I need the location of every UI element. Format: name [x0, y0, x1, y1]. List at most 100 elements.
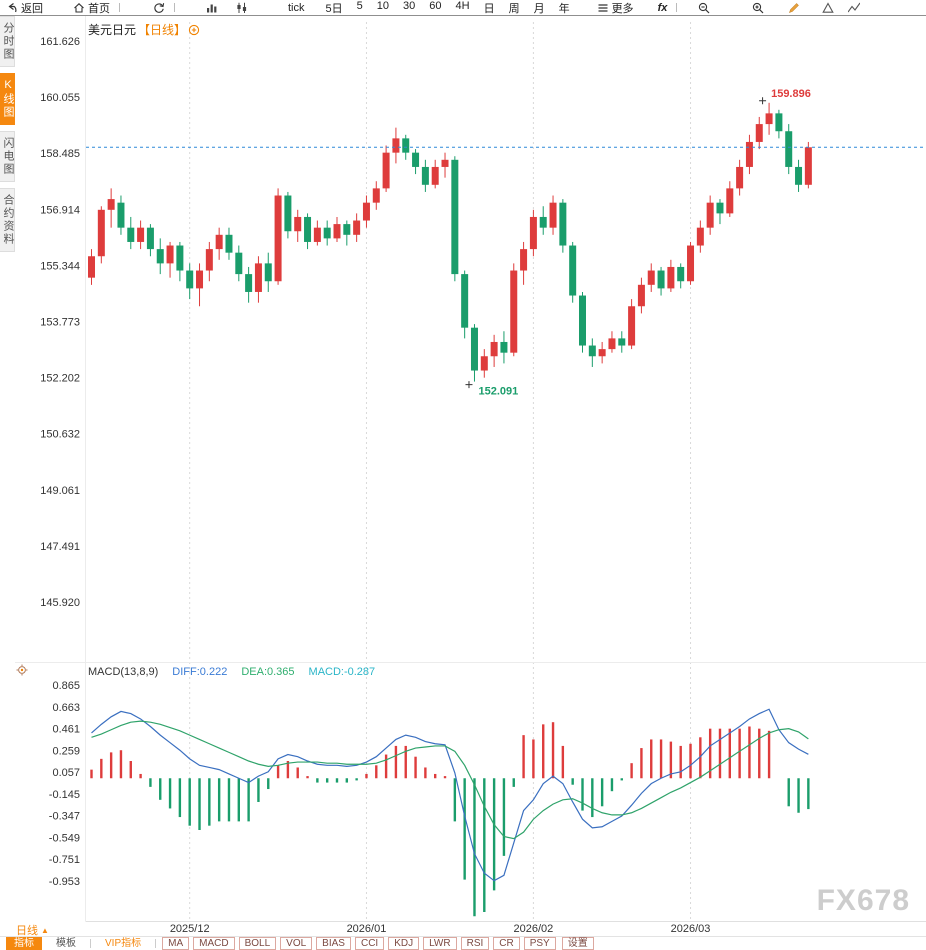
zoom-out-button[interactable]	[692, 0, 716, 15]
draw-button[interactable]	[782, 0, 806, 15]
toolbar-separator	[174, 3, 175, 12]
chart-header: 美元日元 【日线】	[88, 21, 200, 38]
bottom-separator	[155, 939, 157, 948]
candlestick-icon	[237, 2, 247, 13]
svg-text:-0.751: -0.751	[49, 854, 80, 866]
svg-text:145.920: 145.920	[40, 597, 80, 609]
toolbar: 返回 首页 tick 5日 5 10 30 60 4H 日周月年	[0, 0, 926, 16]
tab-vip-indicator[interactable]: VIP指标	[105, 938, 142, 949]
more-label: 更多	[611, 2, 634, 15]
indicator-tab[interactable]: LWR	[423, 937, 457, 950]
fx-button[interactable]: fx	[652, 0, 674, 15]
sidebar-item-kline[interactable]: K线图	[0, 73, 15, 125]
indicator-tab[interactable]: RSI	[460, 937, 490, 950]
hamburger-icon	[598, 3, 608, 12]
bottom-bar: 指标 模板 VIP指标 MA MACD BOLL VOL BIAS CCI KDJ LWR RS…	[0, 936, 926, 950]
timeframe-button[interactable]: 10	[376, 0, 389, 12]
timeframe-button[interactable]: 周	[508, 2, 520, 15]
zoom-out-icon	[699, 2, 710, 13]
toolbar-separator	[676, 3, 678, 12]
bottom-separator	[90, 939, 91, 948]
macd-hist-value: MACD:-0.287	[308, 666, 376, 678]
indicator-tab[interactable]: PSY	[523, 937, 556, 950]
svg-text:-0.549: -0.549	[49, 832, 80, 844]
svg-text:153.773: 153.773	[40, 317, 80, 329]
chart-style-candle-button[interactable]	[230, 0, 254, 15]
indicator-tab[interactable]: BOLL	[238, 937, 277, 950]
indicator-tab[interactable]: KDJ	[388, 937, 420, 950]
svg-text:2025/12: 2025/12	[170, 923, 210, 935]
tick-label: tick	[288, 1, 305, 14]
indicator-tab[interactable]: BIAS	[316, 937, 351, 950]
timeframe-button[interactable]: 4H	[455, 0, 470, 12]
settings-tab[interactable]: 设置	[561, 937, 594, 950]
timeframe-group: 5日 5 10 30 60 4H 日周月年	[319, 0, 577, 16]
svg-text:2026/03: 2026/03	[671, 923, 711, 935]
indicator-tab[interactable]: MACD	[193, 937, 235, 950]
trend-button[interactable]	[842, 0, 866, 15]
svg-text:159.896: 159.896	[771, 88, 811, 100]
svg-text:147.491: 147.491	[40, 541, 80, 553]
period-selector-label: 日线	[16, 925, 38, 937]
pencil-icon	[789, 2, 800, 13]
tab-template[interactable]: 模板	[56, 938, 76, 949]
fx-label: fx	[657, 1, 668, 14]
home-icon	[74, 2, 84, 13]
symbol-name: 美元日元	[88, 23, 137, 37]
sidebar-item-lightning[interactable]: 闪电图	[0, 131, 15, 182]
home-button[interactable]: 首页	[67, 0, 116, 15]
timeframe-button[interactable]: 60	[429, 0, 442, 12]
svg-text:0.865: 0.865	[52, 680, 80, 692]
indicator-tab[interactable]: CR	[493, 937, 520, 950]
refresh-icon	[154, 2, 165, 13]
more-button[interactable]: 更多	[591, 0, 640, 15]
zoom-in-button[interactable]	[746, 0, 770, 15]
refresh-button[interactable]	[147, 0, 171, 15]
bar-chart-icon	[207, 4, 217, 12]
svg-text:156.914: 156.914	[40, 204, 80, 216]
indicator-tab-group: MA MACD BOLL VOL BIAS CCI KDJ LWR RSI CR PSY	[162, 937, 556, 950]
indicator-tab[interactable]: VOL	[280, 937, 313, 950]
tick-button[interactable]: tick	[282, 0, 311, 15]
dea-line	[91, 720, 809, 840]
svg-text:0.461: 0.461	[52, 724, 80, 736]
indicator-config-icon[interactable]	[15, 663, 29, 677]
svg-text:160.055: 160.055	[40, 92, 80, 104]
timeframe-button[interactable]: 日	[483, 2, 495, 15]
chevron-up-icon: ▲	[41, 925, 49, 935]
shape-button[interactable]	[816, 0, 840, 15]
timeframe-button[interactable]: 5	[356, 0, 363, 12]
indicator-tab[interactable]: CCI	[354, 937, 385, 950]
macd-title: MACD(13,8,9)	[88, 666, 159, 678]
zoom-in-icon	[753, 2, 764, 13]
svg-text:0.663: 0.663	[52, 702, 80, 714]
timeframe-button[interactable]: 5日	[325, 2, 343, 15]
svg-text:158.485: 158.485	[40, 148, 80, 160]
indicator-tab[interactable]: MA	[162, 937, 190, 950]
back-arrow-icon	[8, 2, 17, 12]
diff-line	[91, 708, 809, 882]
tab-indicator[interactable]: 指标	[6, 937, 42, 950]
svg-text:-0.953: -0.953	[49, 876, 80, 888]
svg-text:0.057: 0.057	[52, 767, 80, 779]
back-button[interactable]: 返回	[0, 0, 49, 15]
timeframe-button[interactable]: 月	[533, 2, 545, 15]
chart-style-bar-button[interactable]	[200, 0, 224, 15]
timeframe-button[interactable]: 年	[558, 2, 570, 15]
macd-axis-labels: 0.865 0.663 0.461 0.259 0.057 -0.145 -0.347 -0.…	[49, 680, 80, 888]
watermark: FX678	[816, 884, 910, 917]
sidebar-item-time-share[interactable]: 分时图	[0, 16, 15, 67]
svg-text:-0.145: -0.145	[49, 789, 80, 801]
back-label: 返回	[21, 2, 43, 15]
x-gridlines: 2025/12 2026/01 2026/02 2026/03	[170, 22, 711, 935]
period-tag[interactable]: 【日线】	[138, 23, 187, 37]
period-selector[interactable]: 日线 ▲	[16, 922, 49, 938]
chart-settings-icon[interactable]	[188, 24, 200, 36]
svg-text:-0.347: -0.347	[49, 811, 80, 823]
sidebar-item-contract-info[interactable]: 合约资料	[0, 188, 15, 252]
svg-text:150.632: 150.632	[40, 429, 80, 441]
timeframe-button[interactable]: 30	[403, 0, 416, 12]
triangle-icon	[822, 1, 835, 13]
candles	[88, 102, 812, 382]
